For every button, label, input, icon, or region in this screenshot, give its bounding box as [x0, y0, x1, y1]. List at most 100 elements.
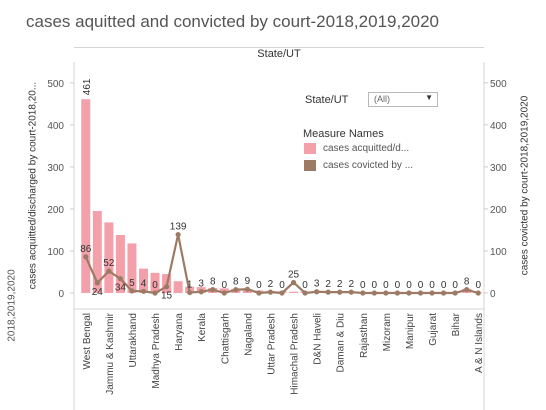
x-tick-label-20: D&N Haveli: [313, 313, 324, 365]
convicted-point-20: [314, 289, 320, 295]
convicted-point-21: [325, 289, 331, 295]
convicted-point-23: [348, 289, 354, 295]
line-label-16: 2: [268, 279, 274, 290]
x-tick-label-4: Uttarakhand: [128, 313, 139, 367]
convicted-point-31: [441, 290, 447, 296]
convicted-point-9: [187, 289, 193, 296]
y-left-tick-4: 400: [47, 121, 64, 132]
line-label-28: 0: [406, 280, 412, 291]
line-label-34: 0: [475, 280, 481, 291]
line-label-21: 2: [325, 279, 331, 290]
x-tick-label-34: A & N Islands: [474, 313, 485, 373]
convicted-point-25: [371, 290, 377, 296]
legend-item-acquitted[interactable]: cases acquitted/d...: [304, 143, 409, 155]
bar-label-0: 461: [82, 78, 93, 95]
filter-selected-value: (All): [374, 94, 390, 104]
convicted-point-28: [406, 290, 412, 296]
line-label-27: 0: [395, 280, 401, 291]
x-tick-label-26: Mizoram: [382, 313, 393, 351]
line-label-22: 2: [337, 279, 343, 290]
line-label-10: 3: [198, 279, 204, 290]
line-label-24: 0: [360, 280, 366, 291]
convicted-point-26: [383, 290, 389, 296]
convicted-point-30: [429, 290, 435, 296]
y-left-tick-5: 500: [47, 79, 64, 90]
legend-item-convicted[interactable]: cases covicted by ...: [304, 160, 413, 172]
legend-swatch-acquitted: [304, 143, 316, 154]
line-label-8: 139: [170, 222, 187, 233]
bar-4: [127, 243, 137, 293]
line-label-33: 8: [464, 277, 470, 288]
convicted-point-12: [221, 290, 227, 296]
line-label-2: 52: [103, 258, 115, 269]
line-label-29: 0: [418, 280, 424, 291]
convicted-point-10: [198, 289, 204, 295]
convicted-point-16: [267, 289, 274, 295]
line-label-18: 25: [288, 269, 300, 280]
bar-0: [81, 99, 91, 293]
dropdown-caret-icon: ▼: [425, 93, 433, 102]
y-left-tick-2: 200: [47, 205, 64, 216]
y-right-tick-2: 200: [490, 205, 507, 216]
convicted-point-17: [279, 290, 285, 296]
x-tick-label-2: Jammu & Kashmir: [105, 312, 116, 394]
line-label-6: 0: [152, 280, 158, 291]
x-tick-label-32: Bihar: [451, 312, 462, 336]
convicted-point-14: [244, 286, 250, 292]
column-header: State/UT: [257, 48, 301, 60]
convicted-point-5: [140, 288, 147, 294]
x-tick-label-10: Kerala: [197, 313, 208, 342]
y-right-tick-0: 0: [490, 289, 496, 300]
line-label-4: 5: [129, 278, 135, 289]
x-tick-label-22: Daman & Diu: [336, 313, 347, 372]
line-label-12: 0: [222, 280, 228, 291]
line-label-0: 86: [80, 244, 92, 255]
convicted-point-6: [152, 290, 158, 296]
convicted-point-0: [83, 254, 89, 260]
convicted-point-15: [256, 290, 262, 296]
chart-title: cases aquitted and convicted by court-20…: [26, 12, 440, 31]
line-label-20: 3: [314, 279, 320, 290]
convicted-point-8: [175, 231, 181, 238]
convicted-point-3: [117, 276, 123, 282]
convicted-point-19: [302, 290, 308, 296]
bar-6: [150, 272, 160, 293]
convicted-point-34: [475, 290, 481, 296]
line-label-26: 0: [383, 280, 389, 291]
x-tick-label-6: Madhya Pradesh: [151, 313, 162, 389]
legend-label-convicted: cases covicted by ...: [323, 160, 414, 172]
line-label-14: 9: [245, 276, 251, 287]
x-tick-label-8: Haryana: [174, 313, 185, 351]
x-tick-label-30: Gujarat: [428, 313, 439, 346]
bar-2: [104, 222, 114, 293]
convicted-point-32: [452, 290, 458, 296]
legend-label-acquitted: cases acquitted/d...: [323, 143, 410, 155]
x-tick-label-16: Uttar Pradesh: [266, 313, 277, 375]
line-label-11: 8: [210, 277, 216, 288]
y-right-tick-3: 300: [490, 163, 507, 174]
x-tick-label-18: Himachal Pradesh: [290, 313, 301, 395]
convicted-point-18: [290, 279, 297, 286]
x-tick-label-24: Rajasthan: [359, 313, 370, 358]
convicted-point-1: [94, 280, 100, 286]
x-tick-label-14: Nagaland: [243, 313, 254, 356]
x-tick-label-28: Manipur: [405, 312, 416, 349]
y-right-tick-4: 400: [490, 121, 507, 132]
line-label-23: 2: [348, 279, 354, 290]
line-label-25: 0: [372, 280, 378, 291]
bar-3: [115, 234, 125, 293]
line-label-13: 8: [233, 277, 239, 288]
convicted-point-2: [106, 268, 112, 274]
line-label-15: 0: [256, 280, 262, 291]
convicted-point-13: [233, 287, 239, 293]
convicted-point-33: [464, 287, 470, 293]
column-header-divider: [74, 47, 484, 48]
line-label-1: 24: [92, 287, 104, 298]
state-filter-dropdown[interactable]: (All) ▼: [368, 92, 438, 107]
bar-18: [289, 291, 299, 293]
y-left-tick-3: 300: [47, 163, 64, 174]
filter-label: State/UT: [305, 94, 349, 106]
y-left-tick-0: 0: [58, 289, 64, 300]
line-label-32: 0: [452, 280, 458, 291]
